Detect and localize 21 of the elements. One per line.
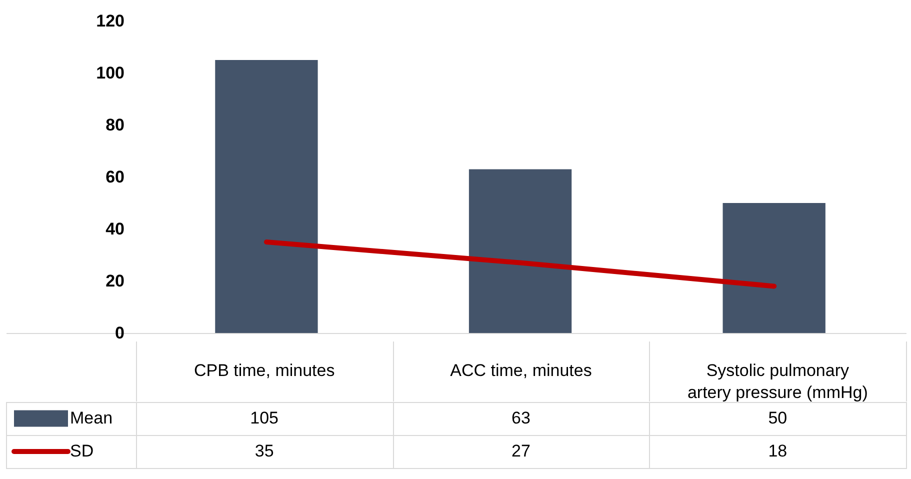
data-label: 35 <box>254 442 274 460</box>
data-label: 50 <box>768 408 788 428</box>
data-label: 63 <box>512 408 530 428</box>
bar <box>215 60 318 333</box>
x-tick-label: Systolic pulmonary artery pressure (mmHg) <box>687 361 868 402</box>
data-label: 105 <box>250 408 279 428</box>
data-label: 18 <box>768 442 788 460</box>
y-tick-label: 60 <box>106 168 124 186</box>
legend-label: Mean <box>70 408 113 428</box>
y-tick-label: 100 <box>96 64 124 82</box>
legend-label: SD <box>70 442 94 460</box>
x-tick-label: CPB time, minutes <box>194 361 335 380</box>
y-tick-label: 20 <box>106 272 124 290</box>
x-tick-label: ACC time, minutes <box>450 361 592 380</box>
data-label: 27 <box>512 442 530 460</box>
y-tick-label: 0 <box>115 324 124 342</box>
y-tick-label: 80 <box>106 116 124 134</box>
bar <box>722 203 826 333</box>
bar <box>468 169 572 333</box>
y-tick-label: 120 <box>96 12 124 30</box>
y-tick-label: 40 <box>106 220 124 238</box>
